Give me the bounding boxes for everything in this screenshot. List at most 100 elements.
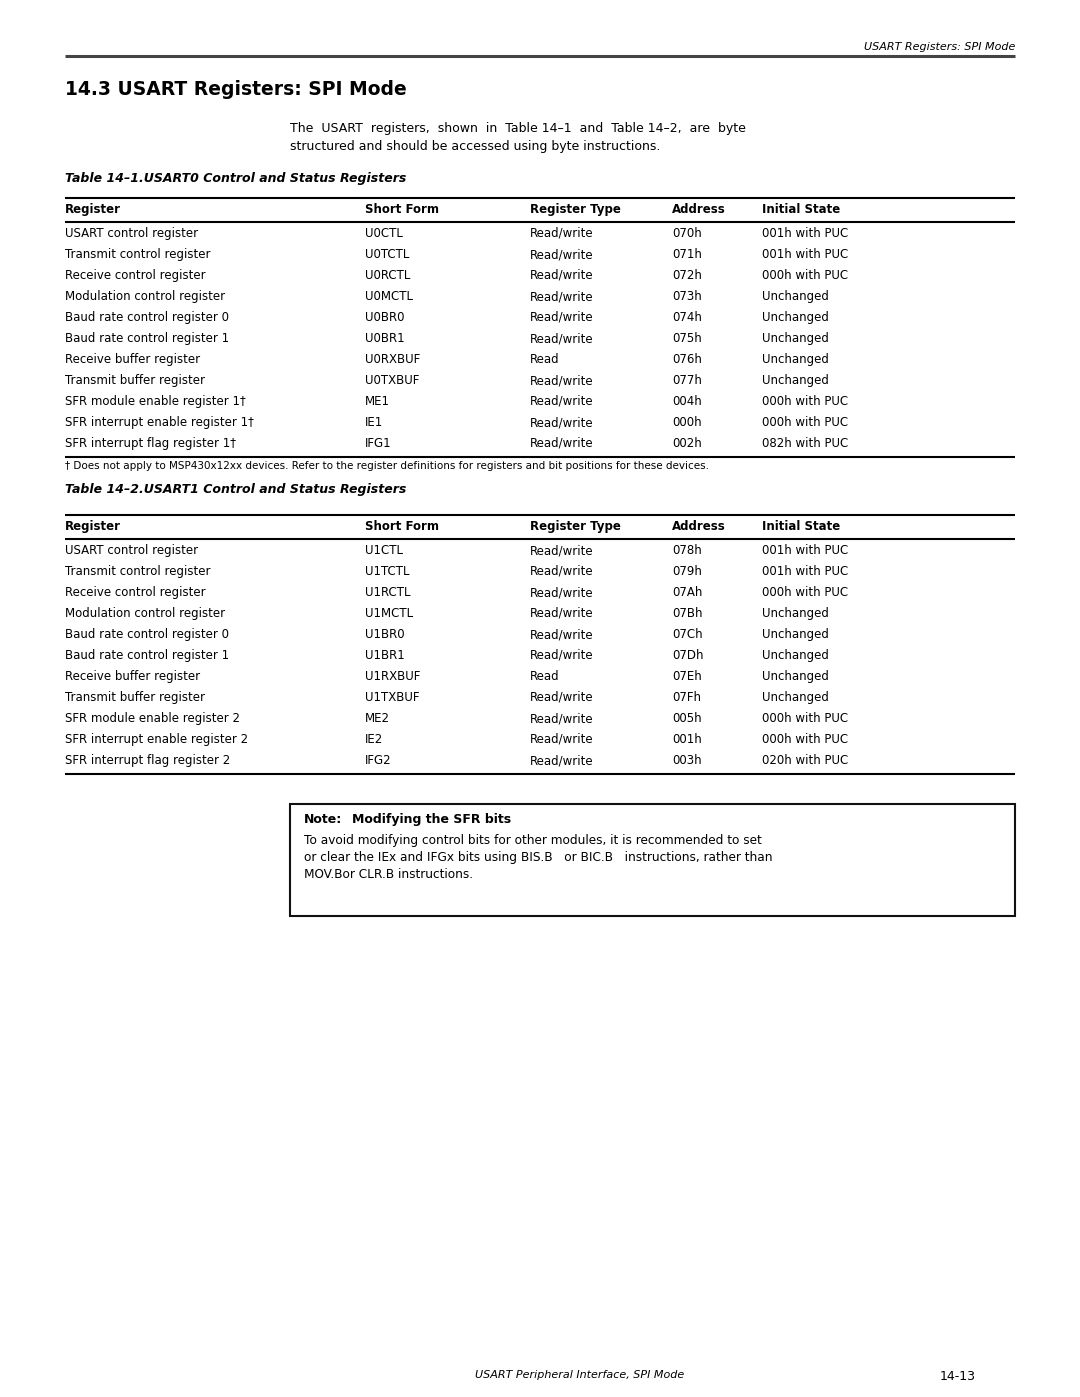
Text: Unchanged: Unchanged xyxy=(762,650,828,662)
Text: Short Form: Short Form xyxy=(365,203,438,217)
Text: Unchanged: Unchanged xyxy=(762,692,828,704)
Text: Unchanged: Unchanged xyxy=(762,608,828,620)
Text: 075h: 075h xyxy=(672,332,702,345)
Text: 07Ah: 07Ah xyxy=(672,585,702,599)
Text: or clear the IEx and IFGx bits using BIS.B   or BIC.B   instructions, rather tha: or clear the IEx and IFGx bits using BIS… xyxy=(303,851,772,863)
Text: U0MCTL: U0MCTL xyxy=(365,291,413,303)
Text: IE2: IE2 xyxy=(365,733,383,746)
Text: Address: Address xyxy=(672,520,726,534)
Text: Read/write: Read/write xyxy=(530,608,594,620)
Text: 020h with PUC: 020h with PUC xyxy=(762,754,848,767)
Text: U1MCTL: U1MCTL xyxy=(365,608,414,620)
Text: Read/write: Read/write xyxy=(530,629,594,641)
Text: SFR interrupt enable register 2: SFR interrupt enable register 2 xyxy=(65,733,248,746)
Text: Read/write: Read/write xyxy=(530,712,594,725)
Text: MOV.Bor CLR.B instructions.: MOV.Bor CLR.B instructions. xyxy=(303,868,473,882)
Text: USART Peripheral Interface, SPI Mode: USART Peripheral Interface, SPI Mode xyxy=(475,1370,685,1380)
Text: U0TXBUF: U0TXBUF xyxy=(365,374,419,387)
Text: Unchanged: Unchanged xyxy=(762,671,828,683)
Text: U1TCTL: U1TCTL xyxy=(365,564,409,578)
Text: 000h: 000h xyxy=(672,416,702,429)
Text: 070h: 070h xyxy=(672,226,702,240)
Text: Modulation control register: Modulation control register xyxy=(65,291,225,303)
Text: † Does not apply to MSP430x12xx devices. Refer to the register definitions for r: † Does not apply to MSP430x12xx devices.… xyxy=(65,461,708,471)
Text: Baud rate control register 1: Baud rate control register 1 xyxy=(65,332,229,345)
Text: The  USART  registers,  shown  in  Table 14–1  and  Table 14–2,  are  byte: The USART registers, shown in Table 14–1… xyxy=(291,122,746,136)
Text: Read/write: Read/write xyxy=(530,249,594,261)
Text: Register: Register xyxy=(65,203,121,217)
Text: SFR interrupt enable register 1†: SFR interrupt enable register 1† xyxy=(65,416,254,429)
Text: Read/write: Read/write xyxy=(530,585,594,599)
Text: Read/write: Read/write xyxy=(530,226,594,240)
Text: Receive buffer register: Receive buffer register xyxy=(65,671,200,683)
Text: USART Registers: SPI Mode: USART Registers: SPI Mode xyxy=(864,42,1015,52)
Text: Read/write: Read/write xyxy=(530,312,594,324)
Text: SFR interrupt flag register 2: SFR interrupt flag register 2 xyxy=(65,754,230,767)
Text: 000h with PUC: 000h with PUC xyxy=(762,585,848,599)
Text: 07Eh: 07Eh xyxy=(672,671,702,683)
Text: Unchanged: Unchanged xyxy=(762,291,828,303)
Text: 071h: 071h xyxy=(672,249,702,261)
Text: 005h: 005h xyxy=(672,712,702,725)
Text: Unchanged: Unchanged xyxy=(762,353,828,366)
Text: 000h with PUC: 000h with PUC xyxy=(762,395,848,408)
Text: U1RCTL: U1RCTL xyxy=(365,585,410,599)
Text: 001h with PUC: 001h with PUC xyxy=(762,226,848,240)
Text: Read/write: Read/write xyxy=(530,374,594,387)
Text: Read/write: Read/write xyxy=(530,543,594,557)
Text: 001h with PUC: 001h with PUC xyxy=(762,249,848,261)
Text: 003h: 003h xyxy=(672,754,702,767)
Text: SFR module enable register 1†: SFR module enable register 1† xyxy=(65,395,246,408)
Text: Read/write: Read/write xyxy=(530,291,594,303)
Text: Transmit buffer register: Transmit buffer register xyxy=(65,374,205,387)
Text: 14-13: 14-13 xyxy=(940,1370,976,1383)
Bar xyxy=(291,805,1015,916)
Text: Read/write: Read/write xyxy=(530,437,594,450)
Text: 07Ch: 07Ch xyxy=(672,629,703,641)
Text: Baud rate control register 0: Baud rate control register 0 xyxy=(65,629,229,641)
Text: U0RCTL: U0RCTL xyxy=(365,270,410,282)
Text: SFR interrupt flag register 1†: SFR interrupt flag register 1† xyxy=(65,437,237,450)
Text: Read/write: Read/write xyxy=(530,416,594,429)
Text: 079h: 079h xyxy=(672,564,702,578)
Text: ME1: ME1 xyxy=(365,395,390,408)
Text: Read: Read xyxy=(530,353,559,366)
Text: U1BR1: U1BR1 xyxy=(365,650,405,662)
Text: 000h with PUC: 000h with PUC xyxy=(762,416,848,429)
Text: Unchanged: Unchanged xyxy=(762,332,828,345)
Text: Read/write: Read/write xyxy=(530,395,594,408)
Text: 07Bh: 07Bh xyxy=(672,608,702,620)
Text: To avoid modifying control bits for other modules, it is recommended to set: To avoid modifying control bits for othe… xyxy=(303,834,761,847)
Text: 001h with PUC: 001h with PUC xyxy=(762,564,848,578)
Text: Read/write: Read/write xyxy=(530,754,594,767)
Text: 000h with PUC: 000h with PUC xyxy=(762,270,848,282)
Text: IE1: IE1 xyxy=(365,416,383,429)
Text: U0TCTL: U0TCTL xyxy=(365,249,409,261)
Text: 000h with PUC: 000h with PUC xyxy=(762,733,848,746)
Text: U1BR0: U1BR0 xyxy=(365,629,405,641)
Text: IFG1: IFG1 xyxy=(365,437,392,450)
Text: U1RXBUF: U1RXBUF xyxy=(365,671,420,683)
Text: Baud rate control register 0: Baud rate control register 0 xyxy=(65,312,229,324)
Text: U1TXBUF: U1TXBUF xyxy=(365,692,419,704)
Text: 001h with PUC: 001h with PUC xyxy=(762,543,848,557)
Text: Read: Read xyxy=(530,671,559,683)
Text: 074h: 074h xyxy=(672,312,702,324)
Text: Transmit control register: Transmit control register xyxy=(65,249,211,261)
Text: U1CTL: U1CTL xyxy=(365,543,403,557)
Text: 078h: 078h xyxy=(672,543,702,557)
Text: 000h with PUC: 000h with PUC xyxy=(762,712,848,725)
Text: Read/write: Read/write xyxy=(530,692,594,704)
Text: Transmit buffer register: Transmit buffer register xyxy=(65,692,205,704)
Text: Initial State: Initial State xyxy=(762,520,840,534)
Text: Table 14–1.​USART0 Control and Status Registers: Table 14–1.​USART0 Control and Status Re… xyxy=(65,172,406,184)
Text: U0RXBUF: U0RXBUF xyxy=(365,353,420,366)
Text: 002h: 002h xyxy=(672,437,702,450)
Text: Unchanged: Unchanged xyxy=(762,374,828,387)
Text: Table 14–2.​USART1 Control and Status Registers: Table 14–2.​USART1 Control and Status Re… xyxy=(65,483,406,496)
Text: U0CTL: U0CTL xyxy=(365,226,403,240)
Text: Note:: Note: xyxy=(303,813,342,826)
Text: structured and should be accessed using byte instructions.: structured and should be accessed using … xyxy=(291,140,660,154)
Text: 07Fh: 07Fh xyxy=(672,692,701,704)
Text: Baud rate control register 1: Baud rate control register 1 xyxy=(65,650,229,662)
